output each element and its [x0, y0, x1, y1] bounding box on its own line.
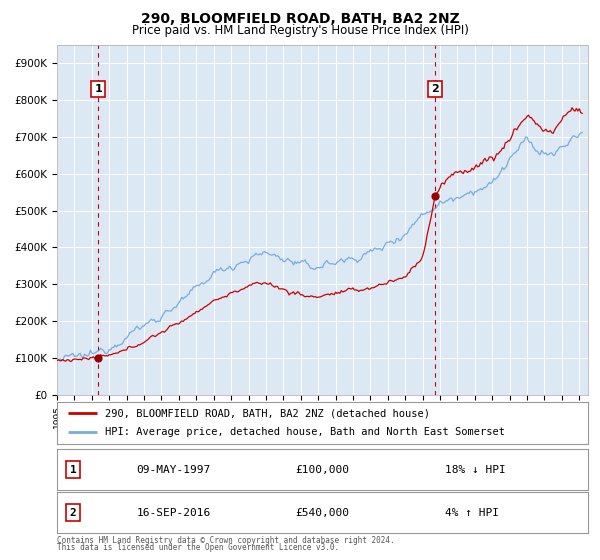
Text: 16-SEP-2016: 16-SEP-2016: [137, 508, 211, 517]
Text: 18% ↓ HPI: 18% ↓ HPI: [445, 465, 505, 474]
Text: 2: 2: [70, 508, 76, 517]
Text: 09-MAY-1997: 09-MAY-1997: [137, 465, 211, 474]
Text: 290, BLOOMFIELD ROAD, BATH, BA2 2NZ (detached house): 290, BLOOMFIELD ROAD, BATH, BA2 2NZ (det…: [105, 408, 430, 418]
Text: 1: 1: [70, 465, 76, 474]
Text: £100,000: £100,000: [296, 465, 349, 474]
Text: Price paid vs. HM Land Registry's House Price Index (HPI): Price paid vs. HM Land Registry's House …: [131, 24, 469, 36]
Text: 4% ↑ HPI: 4% ↑ HPI: [445, 508, 499, 517]
Text: 2: 2: [431, 84, 439, 94]
Text: HPI: Average price, detached house, Bath and North East Somerset: HPI: Average price, detached house, Bath…: [105, 427, 505, 437]
Text: 1: 1: [94, 84, 102, 94]
Point: [93, 353, 103, 362]
Text: This data is licensed under the Open Government Licence v3.0.: This data is licensed under the Open Gov…: [57, 543, 339, 552]
Text: £540,000: £540,000: [296, 508, 349, 517]
Point: [430, 192, 440, 200]
Text: 290, BLOOMFIELD ROAD, BATH, BA2 2NZ: 290, BLOOMFIELD ROAD, BATH, BA2 2NZ: [140, 12, 460, 26]
Text: Contains HM Land Registry data © Crown copyright and database right 2024.: Contains HM Land Registry data © Crown c…: [57, 536, 395, 545]
